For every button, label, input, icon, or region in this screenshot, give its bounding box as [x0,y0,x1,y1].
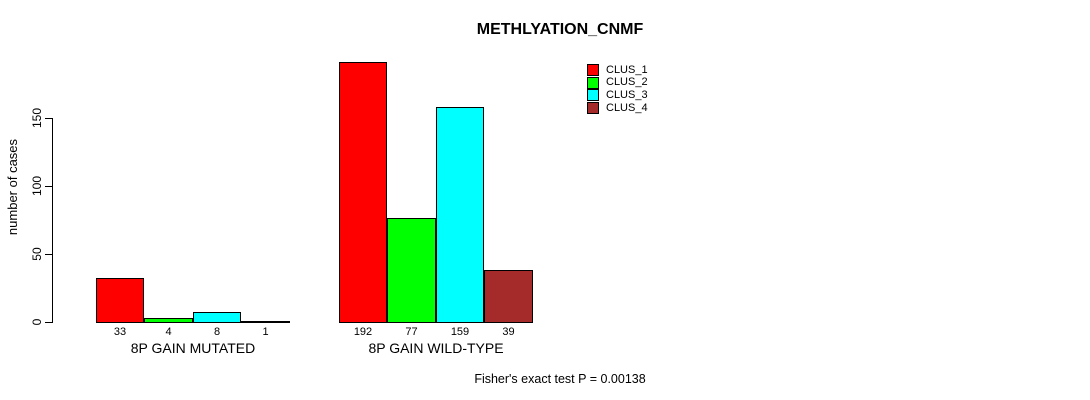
bar-value-label: 192 [353,326,373,338]
legend-item: CLUS_4 [587,102,648,115]
bar-value-label: 4 [165,326,172,338]
legend-item: CLUS_2 [587,76,648,90]
legend-item: CLUS_3 [587,89,648,102]
y-tick-label: 150 [30,107,44,129]
legend-label: CLUS_1 [606,63,648,76]
bar-value-label: 39 [502,326,515,338]
y-tick [45,322,52,323]
bar-value-label: 1 [262,326,269,338]
chart-title: METHLYATION_CNMF [476,21,644,38]
y-tick [45,118,52,119]
legend-label: CLUS_3 [606,88,648,101]
legend-swatch-icon [587,102,599,115]
group-label: 8P GAIN MUTATED [130,340,256,356]
legend-label: CLUS_4 [606,101,648,114]
bar [339,62,387,323]
legend-item: CLUS_1 [587,64,648,77]
y-tick-label: 0 [30,318,44,326]
y-axis-label: number of cases [5,138,20,236]
bar [241,321,290,323]
bar [193,312,241,323]
footnote: Fisher's exact test P = 0.00138 [474,372,646,386]
bar-value-label: 159 [450,326,470,338]
y-tick-label: 100 [30,175,44,197]
bar-value-label: 33 [113,326,127,338]
bar [387,218,436,323]
bar [144,318,193,323]
y-tick [45,254,52,255]
bar-value-label: 8 [213,326,221,338]
y-tick-label: 50 [30,247,44,261]
bar [96,278,144,323]
bar [484,270,533,323]
bar-value-label: 77 [405,326,418,338]
bar [436,107,484,323]
legend-label: CLUS_2 [606,76,648,89]
group-label: 8P GAIN WILD-TYPE [368,340,504,356]
y-axis-line [52,118,53,323]
legend-swatch-icon [587,76,599,89]
y-tick [45,186,52,187]
legend-swatch-icon [587,64,599,77]
legend-swatch-icon [587,89,599,102]
legend: CLUS_1 CLUS_2 CLUS_3 CLUS_4 [587,64,648,115]
